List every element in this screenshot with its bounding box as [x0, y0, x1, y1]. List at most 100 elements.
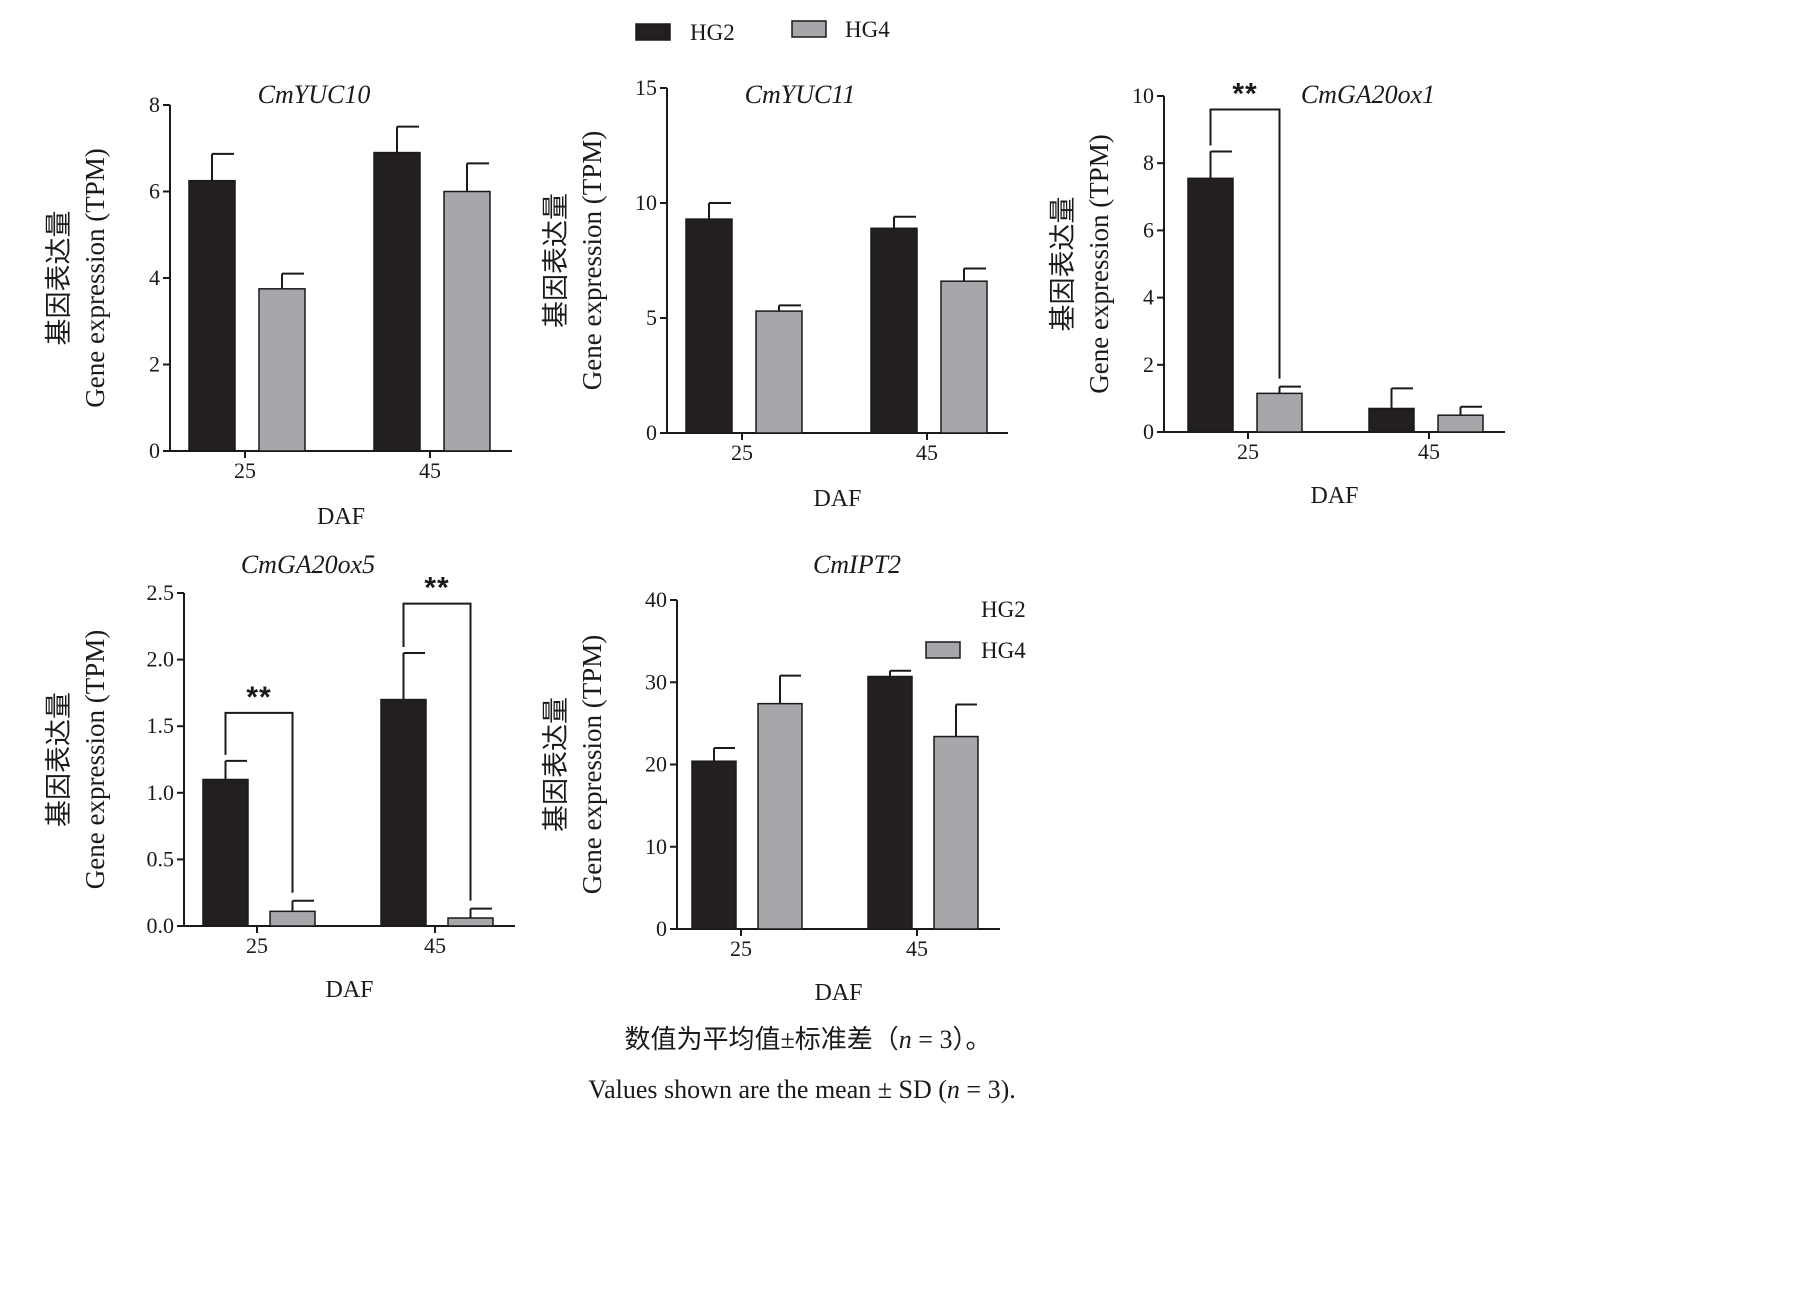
- y-tick-label: 8: [1143, 150, 1154, 175]
- y-axis-label-en: Gene expression (TPM): [80, 148, 110, 407]
- y-tick-label: 2: [149, 352, 160, 377]
- bar-hg2: [1187, 177, 1234, 433]
- bar-hg4: [933, 735, 979, 930]
- footnote-en: Values shown are the mean ± SD (n = 3).: [588, 1075, 1016, 1104]
- bar-hg4: [258, 288, 306, 452]
- x-tick-label: 25: [731, 440, 753, 465]
- y-tick-label: 30: [645, 669, 667, 694]
- inner-legend-label-hg4: HG4: [981, 638, 1026, 663]
- top-legend: HG2 HG4: [635, 17, 890, 45]
- bar-hg2: [691, 760, 737, 930]
- legend-label-hg4: HG4: [845, 17, 890, 42]
- inner-legend: HG2 HG4: [925, 597, 1026, 663]
- y-axis-label-en: Gene expression (TPM): [577, 131, 607, 390]
- significance-bracket: [224, 711, 294, 893]
- bar-hg4: [269, 910, 316, 927]
- x-axis-label: DAF: [317, 504, 365, 530]
- bar-hg2: [870, 227, 918, 434]
- bar-hg2: [685, 218, 733, 434]
- bar-hg2: [867, 675, 913, 930]
- x-axis-label: DAF: [325, 977, 373, 1003]
- panel-cmyuc10: 0 2 4 6 8 CmYUC10 基因表达量 Gene expression (TPM) DA…: [44, 80, 512, 530]
- bar-hg4: [1437, 414, 1484, 433]
- panel-title: CmIPT2: [813, 550, 901, 579]
- y-tick-label: 2.5: [147, 580, 175, 605]
- figure: HG2 HG4 HG2 HG4 0 2 4 6 8 CmYUC10 基因表达量 Gene ex…: [44, 17, 1505, 1104]
- legend-label-hg2: HG2: [690, 20, 735, 45]
- y-axis-label-cn: 基因表达量: [1048, 197, 1078, 332]
- y-tick-label: 0: [1143, 419, 1154, 444]
- bar-hg4: [757, 702, 803, 930]
- y-tick-label: 1.0: [147, 780, 175, 805]
- bar-hg4: [447, 917, 494, 927]
- x-axis-label: DAF: [1310, 483, 1358, 509]
- panel-title: CmGA20ox5: [241, 550, 375, 579]
- bar-hg4: [755, 310, 803, 434]
- bar-hg2: [188, 179, 236, 452]
- y-tick-label: 1.5: [147, 713, 175, 738]
- panel-cmyuc11: 0 5 10 15 CmYUC11 基因表达量 Gene expression (TPM) D…: [541, 75, 1008, 512]
- y-axis-label-en: Gene expression (TPM): [1084, 134, 1114, 393]
- x-tick-label: 45: [916, 440, 938, 465]
- y-tick-label: 10: [1132, 83, 1154, 108]
- y-axis-label-cn: 基因表达量: [44, 692, 74, 827]
- significance-label: **: [246, 681, 271, 714]
- bar-hg2: [202, 778, 249, 927]
- panel-title: CmYUC11: [745, 80, 856, 109]
- y-tick-label: 20: [645, 752, 667, 777]
- footnote-cn: 数值为平均值±标准差（n = 3）。: [625, 1025, 992, 1054]
- legend-swatch-hg2: [635, 23, 671, 41]
- x-tick-label: 45: [1418, 439, 1440, 464]
- y-tick-label: 40: [645, 587, 667, 612]
- inner-legend-label-hg2: HG2: [981, 597, 1026, 622]
- y-tick-label: 0: [656, 916, 667, 941]
- inner-legend-swatch-hg4: [925, 641, 961, 659]
- panel-cmga20ox1: 0 2 4 6 8 10 CmGA20ox1 基因表达量 Gene expression (TP…: [1048, 77, 1505, 509]
- significance-label: **: [424, 572, 449, 605]
- x-axis-label: DAF: [814, 980, 862, 1006]
- panel-title: CmYUC10: [258, 80, 371, 109]
- y-tick-label: 4: [1143, 285, 1154, 310]
- bar-hg4: [1256, 392, 1303, 433]
- bar-hg2: [373, 151, 421, 452]
- y-tick-label: 0.0: [147, 913, 175, 938]
- y-tick-label: 15: [635, 75, 657, 100]
- x-tick-label: 45: [419, 458, 441, 483]
- panel-title: CmGA20ox1: [1301, 80, 1435, 109]
- panel-cmga20ox5: 0.0 0.5 1.0 1.5 2.0 2.5 CmGA20ox5 基因表达量 Gene exp…: [44, 550, 515, 1003]
- bar-hg4: [940, 280, 988, 434]
- legend-swatch-hg4: [791, 20, 827, 38]
- x-axis-label: DAF: [813, 486, 861, 512]
- bar-hg2: [380, 698, 427, 927]
- x-tick-label: 25: [246, 933, 268, 958]
- bar-hg2: [1368, 407, 1415, 433]
- x-tick-label: 45: [424, 933, 446, 958]
- y-tick-label: 10: [635, 190, 657, 215]
- y-tick-label: 2: [1143, 352, 1154, 377]
- x-tick-label: 45: [906, 936, 928, 961]
- y-axis-label-cn: 基因表达量: [541, 697, 571, 832]
- y-tick-label: 6: [1143, 217, 1154, 242]
- panel-cmipt2: 0 10 20 30 40 CmIPT2 基因表达量 Gene expression (TPM…: [541, 550, 1000, 1006]
- y-tick-label: 4: [149, 265, 160, 290]
- significance-bracket: [402, 602, 472, 901]
- y-tick-label: 8: [149, 92, 160, 117]
- x-tick-label: 25: [730, 936, 752, 961]
- y-tick-label: 6: [149, 179, 160, 204]
- y-tick-label: 5: [646, 305, 657, 330]
- bar-hg4: [443, 190, 491, 452]
- x-tick-label: 25: [1237, 439, 1259, 464]
- y-axis-label-cn: 基因表达量: [541, 193, 571, 328]
- y-axis-label-en: Gene expression (TPM): [577, 635, 607, 894]
- y-tick-label: 0.5: [147, 846, 175, 871]
- significance-label: **: [1232, 77, 1257, 110]
- y-tick-label: 10: [645, 834, 667, 859]
- y-tick-label: 0: [646, 420, 657, 445]
- y-tick-label: 0: [149, 438, 160, 463]
- y-tick-label: 2.0: [147, 647, 175, 672]
- significance-bracket: [1209, 108, 1281, 379]
- y-axis-label-cn: 基因表达量: [44, 211, 74, 346]
- x-tick-label: 25: [234, 458, 256, 483]
- y-axis-label-en: Gene expression (TPM): [80, 630, 110, 889]
